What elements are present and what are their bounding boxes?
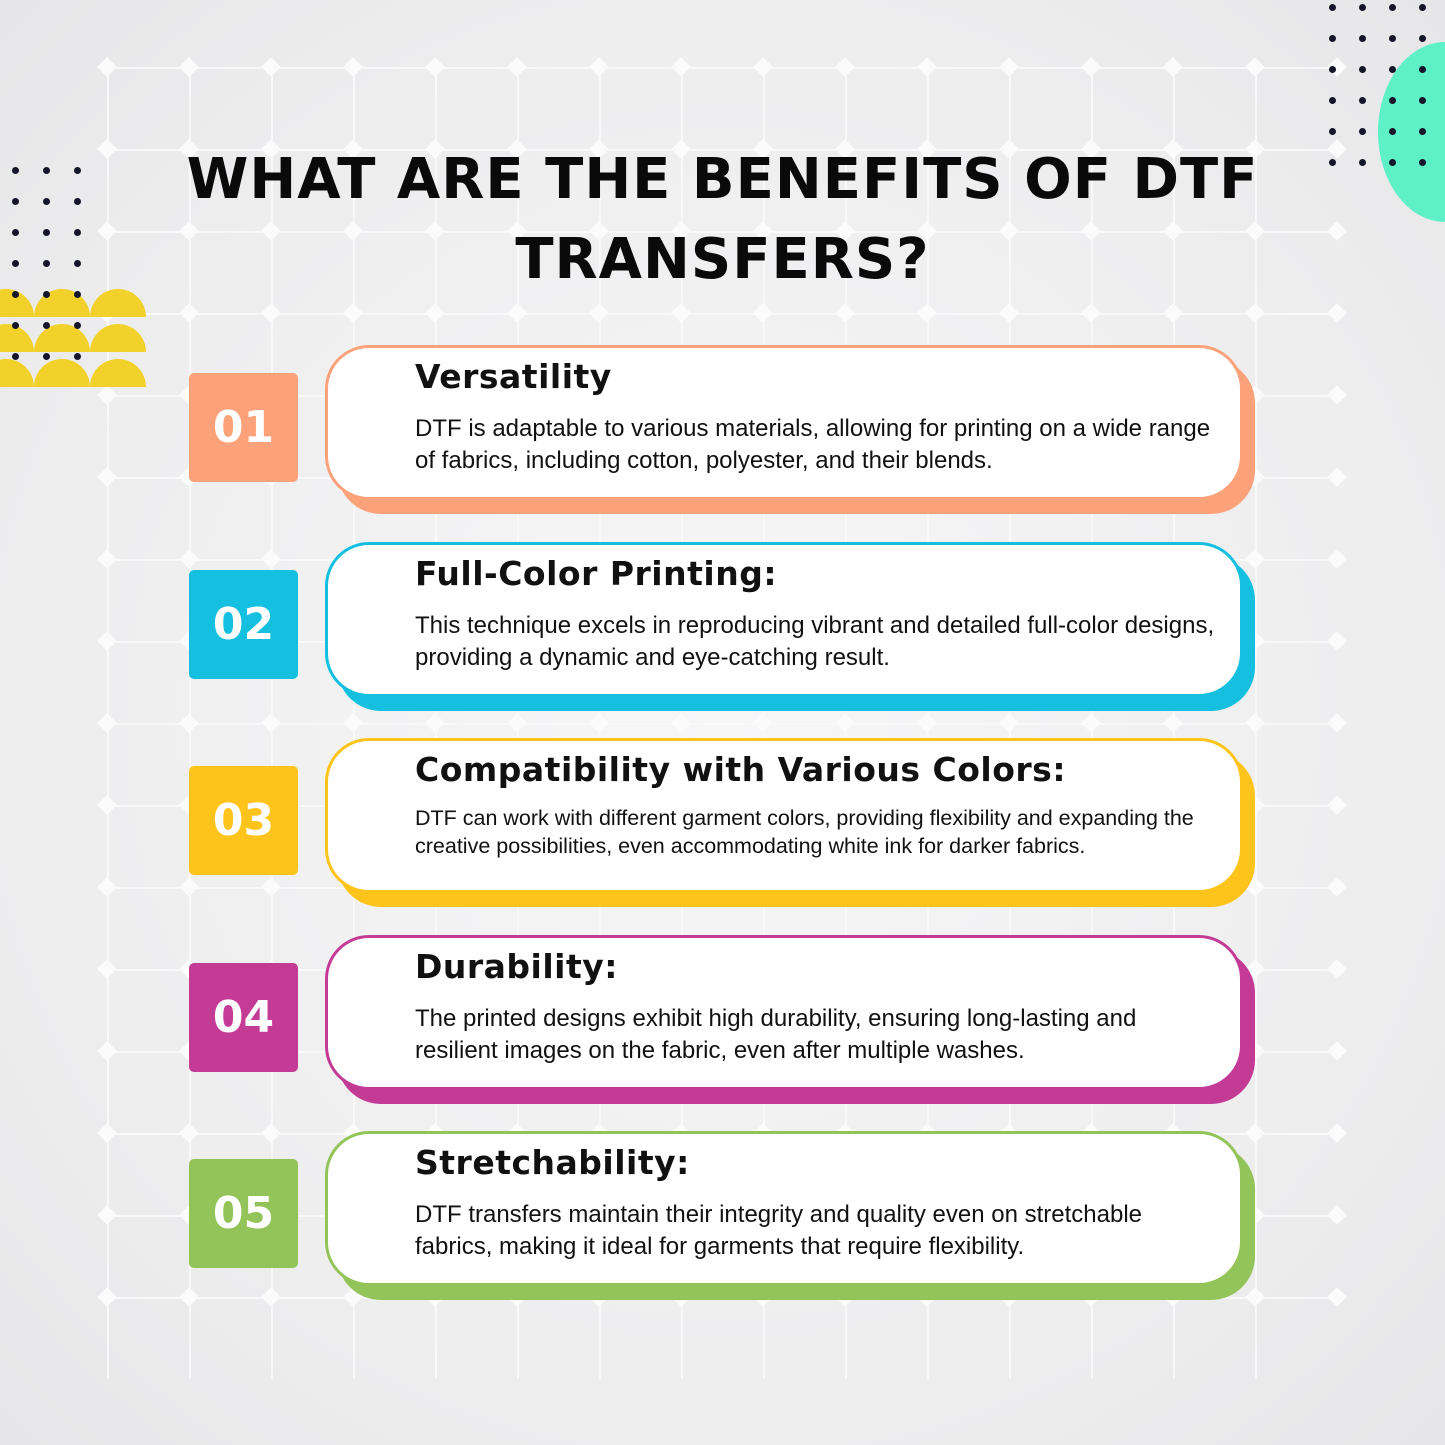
benefit-heading: Full-Color Printing: [415, 553, 778, 593]
dot [1359, 4, 1366, 11]
dot [1329, 66, 1336, 73]
dot [1359, 35, 1366, 42]
dot [74, 198, 81, 205]
dot [12, 322, 19, 329]
number-badge: 03 [189, 766, 298, 875]
number-badge: 04 [189, 962, 298, 1072]
dot [1419, 4, 1426, 11]
yellow-semicircle [0, 359, 34, 387]
dot [1419, 97, 1426, 104]
dot [1389, 66, 1396, 73]
dot [12, 260, 19, 267]
number-badge: 02 [189, 569, 298, 679]
dot [43, 229, 50, 236]
benefit-description: The printed designs exhibit high durabil… [415, 1004, 1137, 1064]
card-face [325, 1131, 1243, 1286]
dot [1389, 159, 1396, 166]
yellow-semicircle [34, 359, 90, 387]
dot [74, 291, 81, 298]
benefit-heading: Durability: [415, 946, 618, 986]
benefit-card: Full-Color Printing: This technique exce… [325, 541, 1255, 711]
dot [1389, 128, 1396, 135]
dot [1329, 159, 1336, 166]
benefit-description: This technique excels in reproducing vib… [415, 611, 1215, 671]
benefit-description: DTF transfers maintain their integrity a… [415, 1201, 1143, 1260]
yellow-semicircle [34, 324, 90, 352]
number-badge: 05 [189, 1159, 298, 1268]
dot [1419, 35, 1426, 42]
dot [1419, 128, 1426, 135]
dot [1389, 4, 1396, 11]
dot [1329, 128, 1336, 135]
dot [74, 167, 81, 174]
dot [1419, 159, 1426, 166]
card-face [325, 934, 1243, 1090]
benefit-description: DTF is adaptable to various materials, a… [415, 415, 1211, 474]
dot [1359, 66, 1366, 73]
benefit-description: DTF can work with different garment colo… [415, 806, 1194, 858]
dot [1389, 35, 1396, 42]
benefit-card: Compatibility with Various Colors: DTF c… [325, 738, 1255, 907]
benefit-card: Stretchability: DTF transfers maintain t… [325, 1131, 1255, 1300]
dot [12, 353, 19, 360]
benefit-heading: Versatility [415, 357, 612, 396]
dot [74, 260, 81, 267]
dot [1329, 97, 1336, 104]
benefit-heading: Compatibility with Various Colors: [415, 750, 1067, 789]
dot [1359, 159, 1366, 166]
dot [43, 198, 50, 205]
dot [1389, 97, 1396, 104]
dot [1359, 97, 1366, 104]
dot [1329, 35, 1336, 42]
dot [1359, 128, 1366, 135]
benefit-card: Durability: The printed designs exhibit … [325, 934, 1255, 1104]
dot [1329, 4, 1336, 11]
dot [12, 291, 19, 298]
dot [74, 229, 81, 236]
dot [43, 260, 50, 267]
dot [43, 353, 50, 360]
dot [74, 353, 81, 360]
dot [1419, 66, 1426, 73]
page-title: WHAT ARE THE BENEFITS OF DTF TRANSFERS? [186, 147, 1259, 292]
dot [43, 167, 50, 174]
number-badge: 01 [189, 373, 298, 482]
dot [12, 229, 19, 236]
dot [12, 198, 19, 205]
card-face [325, 541, 1243, 697]
dot [74, 322, 81, 329]
card-face [325, 345, 1243, 500]
benefit-card: Versatility DTF is adaptable to various … [325, 345, 1255, 514]
dot [43, 322, 50, 329]
card-face [325, 738, 1243, 893]
dot [43, 291, 50, 298]
dot [12, 167, 19, 174]
benefit-heading: Stretchability: [415, 1143, 690, 1182]
